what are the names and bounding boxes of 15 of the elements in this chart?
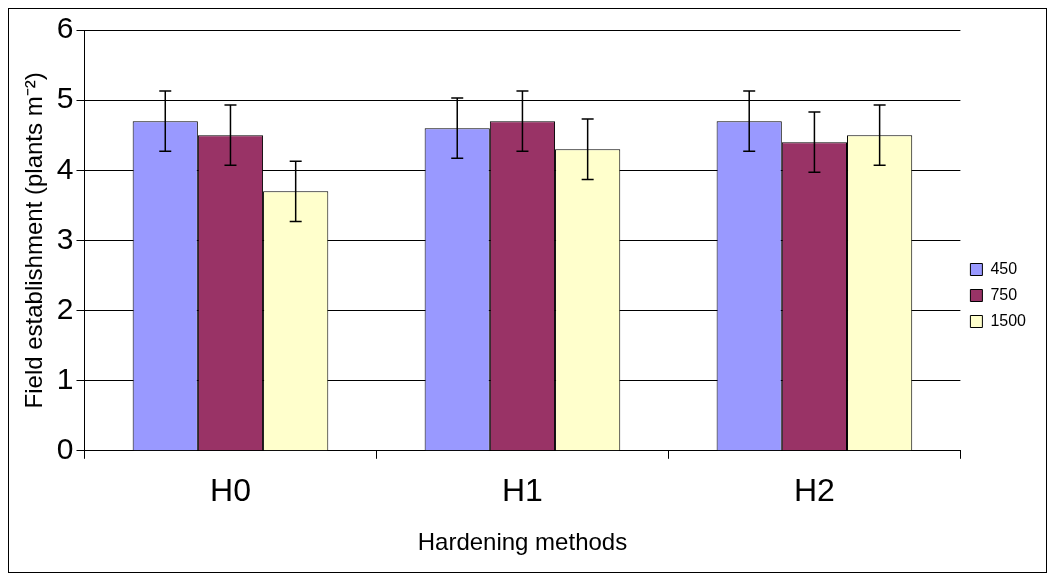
y-tick-label: 5 xyxy=(56,81,74,115)
y-tick-label: 4 xyxy=(56,151,74,185)
y-tick-label: 6 xyxy=(56,11,74,45)
y-axis-title: Field establishment (plants m⁻²) xyxy=(20,72,48,409)
x-tick-label: H0 xyxy=(210,471,251,508)
x-tick-label: H2 xyxy=(793,471,835,508)
y-tick-label: 3 xyxy=(56,221,74,255)
y-tick-label: 0 xyxy=(56,432,74,466)
x-axis-title: Hardening methods xyxy=(417,528,628,556)
y-tick-label: 2 xyxy=(56,291,74,325)
legend-label: 450 xyxy=(990,259,1018,277)
y-tick-label: 1 xyxy=(56,361,74,395)
legend-label: 750 xyxy=(990,285,1018,303)
x-tick-label: H1 xyxy=(501,471,543,508)
legend-label: 1500 xyxy=(990,311,1027,329)
